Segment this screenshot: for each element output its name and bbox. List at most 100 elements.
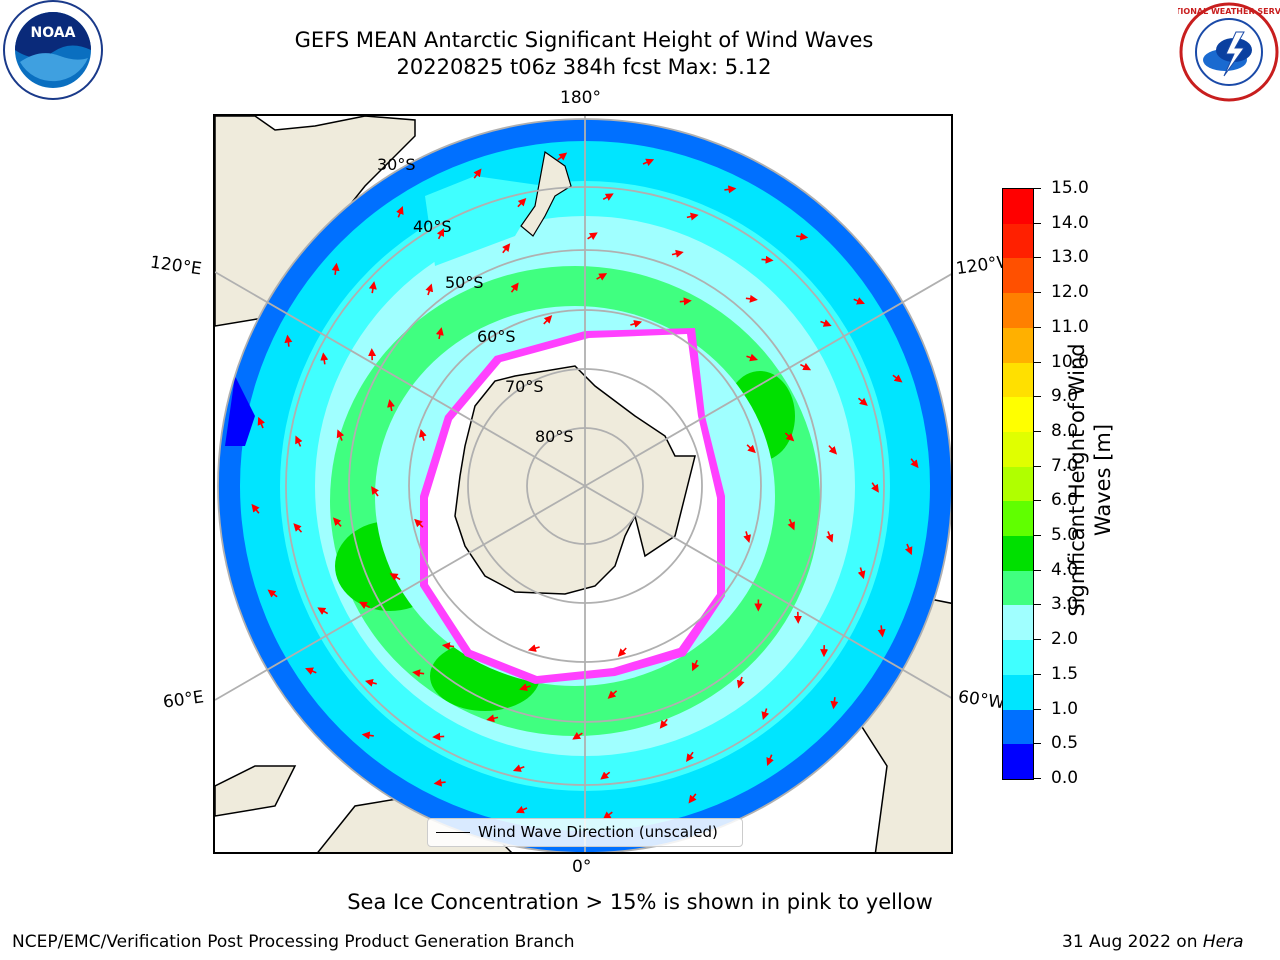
wave-direction-arrow <box>396 206 404 218</box>
colorbar-segment <box>1003 293 1033 328</box>
colorbar-tick <box>1033 535 1041 537</box>
wave-direction-arrow <box>435 327 444 340</box>
wave-direction-arrow <box>746 444 756 454</box>
wave-direction-arrow <box>441 642 455 651</box>
wave-direction-arrow <box>766 754 774 766</box>
wave-direction-arrow <box>433 778 446 787</box>
wave-direction-arrow <box>473 168 482 179</box>
colorbar-segment <box>1003 223 1033 259</box>
wave-direction-arrow <box>904 543 913 556</box>
lon-label-bottom: 0° <box>572 857 592 877</box>
colorbar-label: Significant Height of Wind Waves [m] <box>1065 343 1115 617</box>
colorbar-tick-label: 1.5 <box>1051 663 1079 684</box>
footer-machine: Hera <box>1202 932 1244 952</box>
wave-direction-arrow <box>419 428 427 441</box>
legend-label: Wind Wave Direction (unscaled) <box>478 823 718 841</box>
wave-direction-arrow <box>686 751 694 763</box>
wave-direction-arrow <box>600 771 611 780</box>
wave-direction-arrow <box>543 315 553 325</box>
wave-direction-arrow <box>358 601 370 610</box>
wave-direction-arrow <box>602 193 614 201</box>
wave-direction-arrow <box>853 297 865 305</box>
colorbar-segment <box>1003 605 1033 641</box>
colorbar-segment <box>1003 674 1033 710</box>
colorbar-tick-label: 6.0 <box>1051 490 1079 511</box>
colorbar-tick <box>1033 222 1041 224</box>
wave-direction-arrow <box>515 805 528 814</box>
lat-label-40: 40°S <box>413 217 452 236</box>
wave-direction-arrow <box>527 644 540 652</box>
colorbar-segment <box>1003 466 1033 502</box>
wave-direction-arrow <box>761 708 770 721</box>
wave-direction-arrow <box>436 228 444 240</box>
new-zealand-land <box>520 150 572 237</box>
colorbar-segment <box>1003 744 1033 779</box>
chart-subtitle: 20220825 t06z 384h fcst Max: 5.12 <box>396 55 772 79</box>
wave-direction-arrow <box>557 152 568 161</box>
lon-label-upper-right: 120°W <box>954 252 1004 280</box>
wave-direction-arrow <box>892 374 903 383</box>
lat-label-70: 70°S <box>505 377 544 396</box>
colorbar-tick <box>1033 604 1041 606</box>
colorbar-tick-label: 0.0 <box>1051 768 1079 788</box>
wave-direction-arrow <box>486 714 499 723</box>
colorbar-tick-label: 11.0 <box>1051 316 1089 337</box>
wave-direction-arrow <box>519 683 531 692</box>
wave-direction-arrow <box>331 262 340 275</box>
wave-direction-arrow <box>251 503 260 514</box>
colorbar-tick-label: 2.0 <box>1051 629 1079 650</box>
colorbar-tick <box>1033 465 1041 467</box>
wave-direction-arrow <box>642 158 655 167</box>
wave-direction-arrow <box>364 678 377 687</box>
wave-direction-arrow <box>800 362 812 371</box>
wind-wave-arrows <box>251 152 919 820</box>
colorbar-segment <box>1003 431 1033 467</box>
wave-direction-arrow <box>432 732 445 741</box>
colorbar-segment <box>1003 189 1033 224</box>
wave-direction-arrow <box>787 518 795 531</box>
wave-direction-arrow <box>659 718 668 729</box>
wave-direction-arrow <box>317 607 329 615</box>
wave-direction-arrow <box>688 793 697 804</box>
wave-direction-arrow <box>414 518 424 528</box>
sea-ice-caption: Sea Ice Concentration > 15% is shown in … <box>347 890 933 914</box>
colorbar-tick <box>1033 430 1041 432</box>
wave-direction-arrow <box>686 212 699 221</box>
wave-direction-arrow <box>617 647 627 657</box>
lat-label-80: 80°S <box>535 427 574 446</box>
lon-label-upper-left: 120°E <box>148 252 203 280</box>
wave-direction-arrow <box>736 676 745 689</box>
wave-direction-arrow <box>871 482 879 493</box>
wave-direction-arrow <box>587 232 598 240</box>
lon-label-lower-left: 60°E <box>161 687 206 713</box>
colorbar-segment <box>1003 501 1033 537</box>
wave-direction-arrow <box>305 667 317 675</box>
lon-label-top: 180° <box>560 88 601 108</box>
wave-direction-arrow <box>267 589 278 598</box>
wave-direction-arrow <box>830 697 839 710</box>
wave-direction-arrow <box>857 567 866 580</box>
colorbar-tick-label: 4.0 <box>1051 559 1079 580</box>
wave-direction-arrow <box>745 294 758 303</box>
wave-direction-arrow <box>412 669 425 678</box>
colorbar-segment <box>1003 362 1033 398</box>
chart-title: GEFS MEAN Antarctic Significant Height o… <box>294 28 874 52</box>
colorbar-segment <box>1003 709 1033 745</box>
wave-direction-arrow <box>761 255 774 264</box>
wave-direction-arrow <box>502 243 511 254</box>
wave-direction-arrow <box>910 458 919 469</box>
colorbar-tick <box>1033 778 1041 779</box>
colorbar-tick-label: 1.0 <box>1051 698 1079 719</box>
nws-logo-text: NATIONAL WEATHER SERVICE <box>1178 7 1280 16</box>
latitude-labels: 30°S 40°S 50°S 60°S 70°S 80°S <box>377 155 574 446</box>
wave-direction-arrow <box>293 523 303 533</box>
colorbar-tick-label: 7.0 <box>1051 455 1079 476</box>
colorbar-tick <box>1033 743 1041 745</box>
colorbar-tick <box>1033 326 1041 328</box>
wave-direction-arrow <box>368 281 377 294</box>
colorbar-tick <box>1033 500 1041 502</box>
colorbar-segment <box>1003 640 1033 675</box>
wave-direction-arrow <box>512 764 525 772</box>
lat-label-50: 50°S <box>445 273 484 292</box>
wave-direction-arrow <box>371 486 379 497</box>
